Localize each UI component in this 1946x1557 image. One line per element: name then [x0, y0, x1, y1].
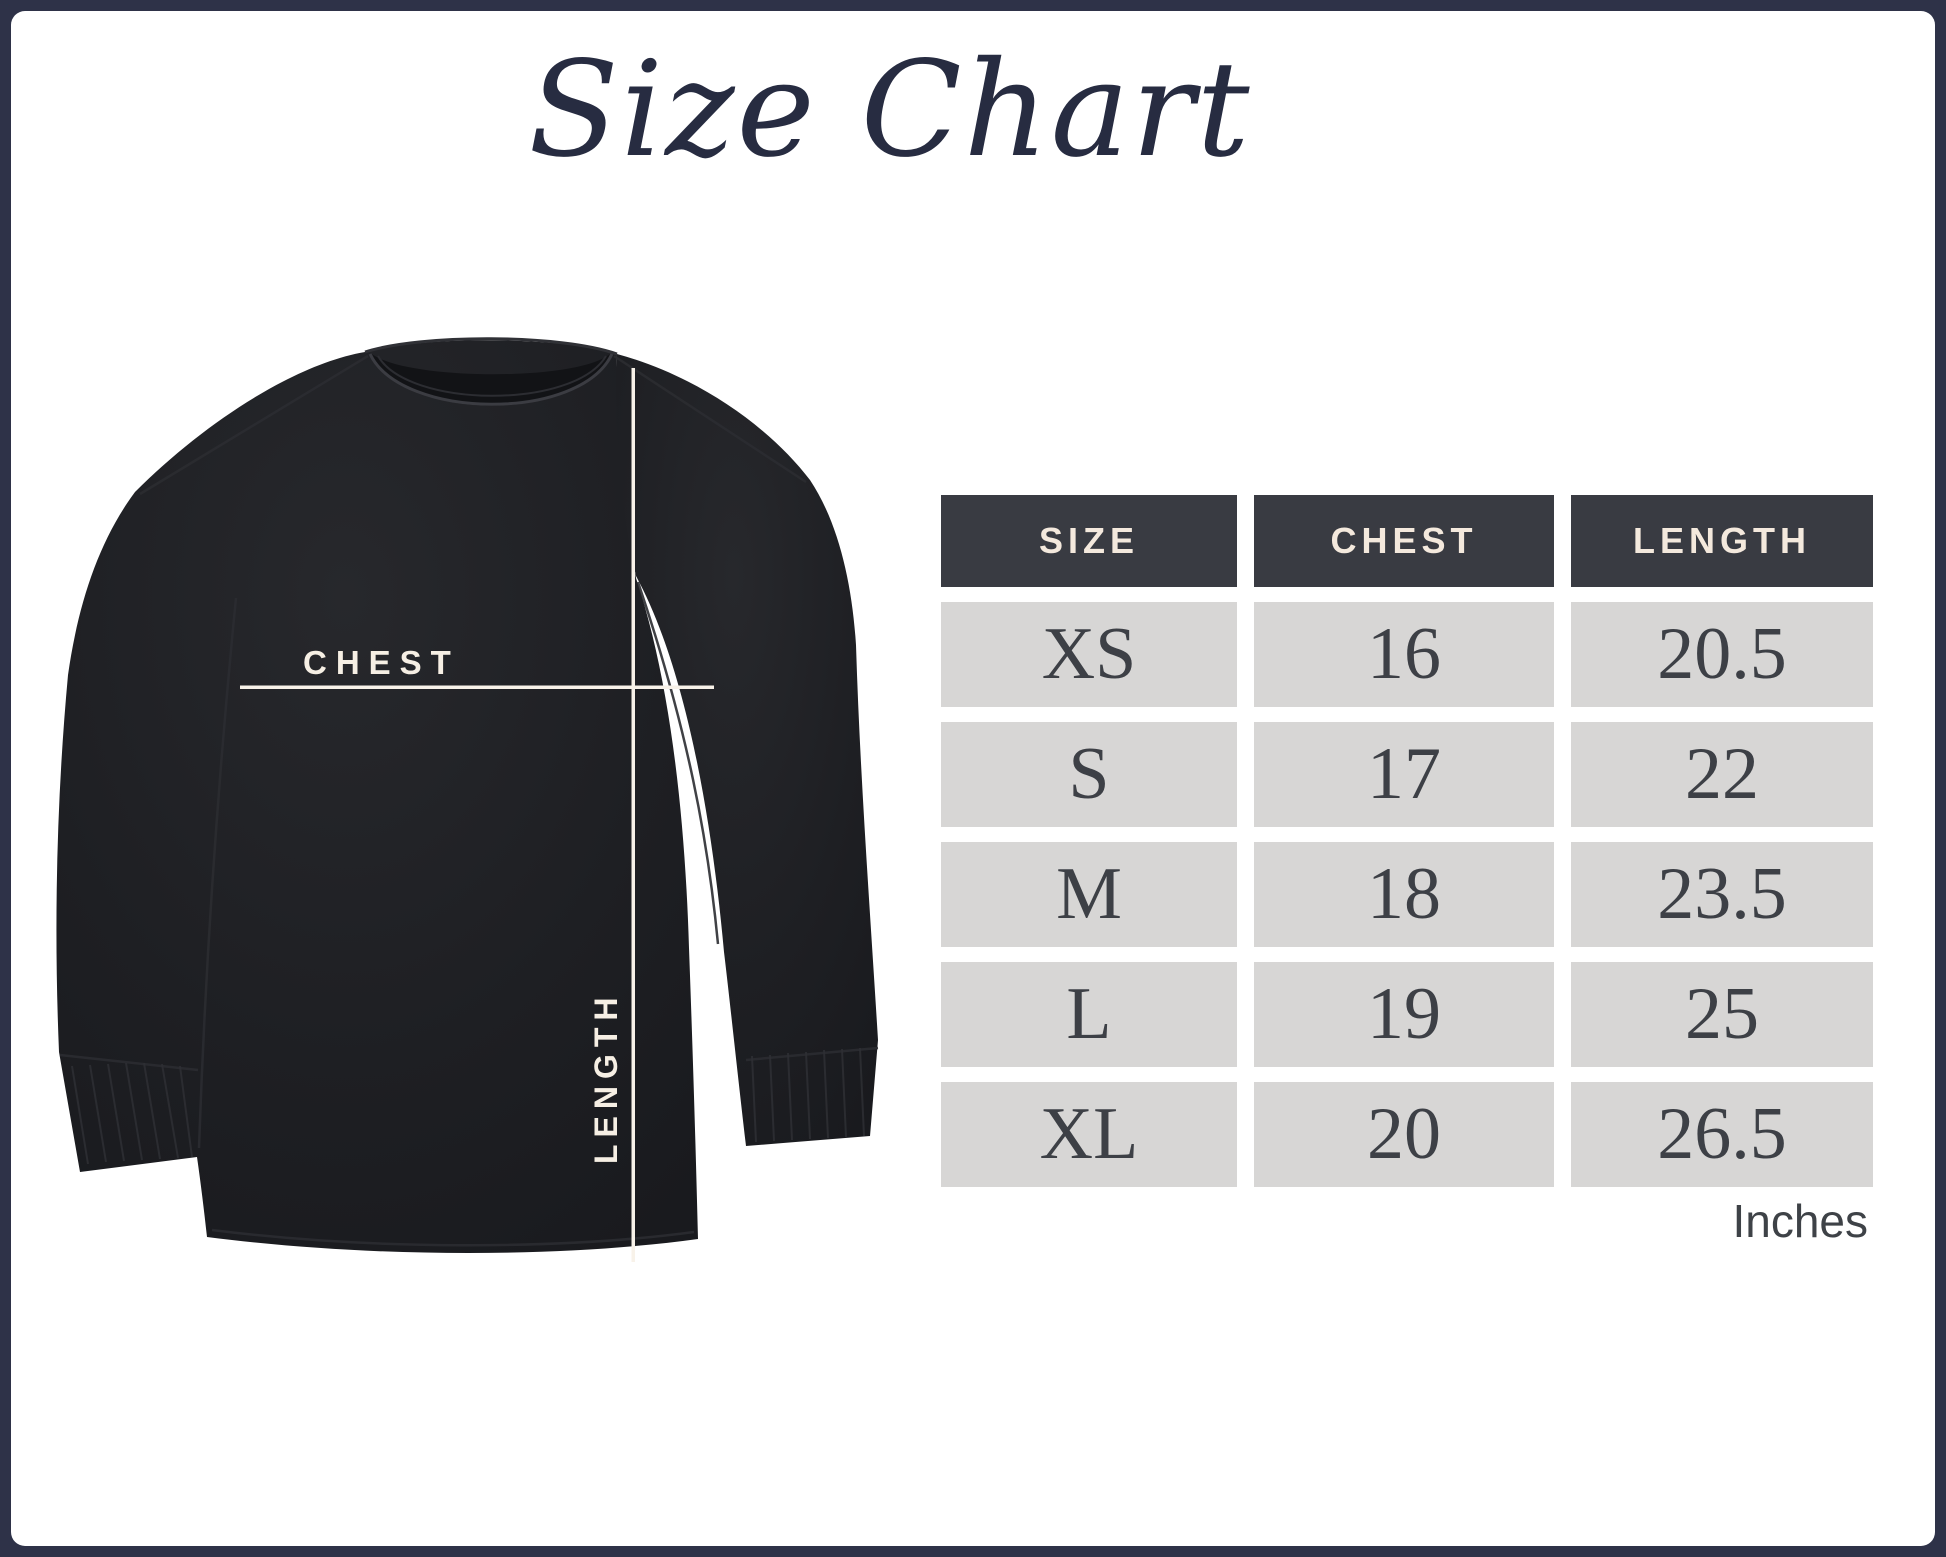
length-cell: 20.5	[1571, 602, 1873, 707]
shirt-seams	[59, 354, 879, 1247]
size-cell: L	[941, 962, 1237, 1067]
size-cell: S	[941, 722, 1237, 827]
content-canvas: Size Chart	[11, 11, 1935, 1546]
shirt-body	[56, 340, 698, 1254]
length-measure-line	[631, 368, 635, 1262]
size-table: SIZE CHEST LENGTH XS 16 20.5 S 17 22 M 1…	[941, 495, 1873, 1187]
page-title: Size Chart	[528, 33, 1252, 187]
length-cell: 23.5	[1571, 842, 1873, 947]
unit-label: Inches	[1732, 1195, 1868, 1247]
table-header-chest: CHEST	[1254, 495, 1554, 587]
collar-top-seam	[364, 337, 618, 356]
length-label: LENGTH	[588, 990, 624, 1164]
collar-opening	[372, 354, 610, 406]
length-cell: 22	[1571, 722, 1873, 827]
collar-band-inner	[377, 355, 607, 397]
table-header-length: LENGTH	[1571, 495, 1873, 587]
chest-cell: 16	[1254, 602, 1554, 707]
shirt-svg	[56, 337, 879, 1262]
length-cell: 26.5	[1571, 1082, 1873, 1187]
chest-label: CHEST	[303, 644, 460, 681]
size-cell: XL	[941, 1082, 1237, 1187]
chest-measure-line	[240, 685, 714, 689]
chest-cell: 19	[1254, 962, 1554, 1067]
table-header-size: SIZE	[941, 495, 1237, 587]
chest-cell: 18	[1254, 842, 1554, 947]
chest-cell: 20	[1254, 1082, 1554, 1187]
collar-band-outer	[368, 353, 614, 406]
chest-cell: 17	[1254, 722, 1554, 827]
length-cell: 25	[1571, 962, 1873, 1067]
shirt-illustration	[40, 260, 900, 1280]
cuff-ribbing	[71, 1047, 865, 1165]
size-cell: M	[941, 842, 1237, 947]
shirt-right-sleeve	[616, 354, 878, 1146]
size-cell: XS	[941, 602, 1237, 707]
